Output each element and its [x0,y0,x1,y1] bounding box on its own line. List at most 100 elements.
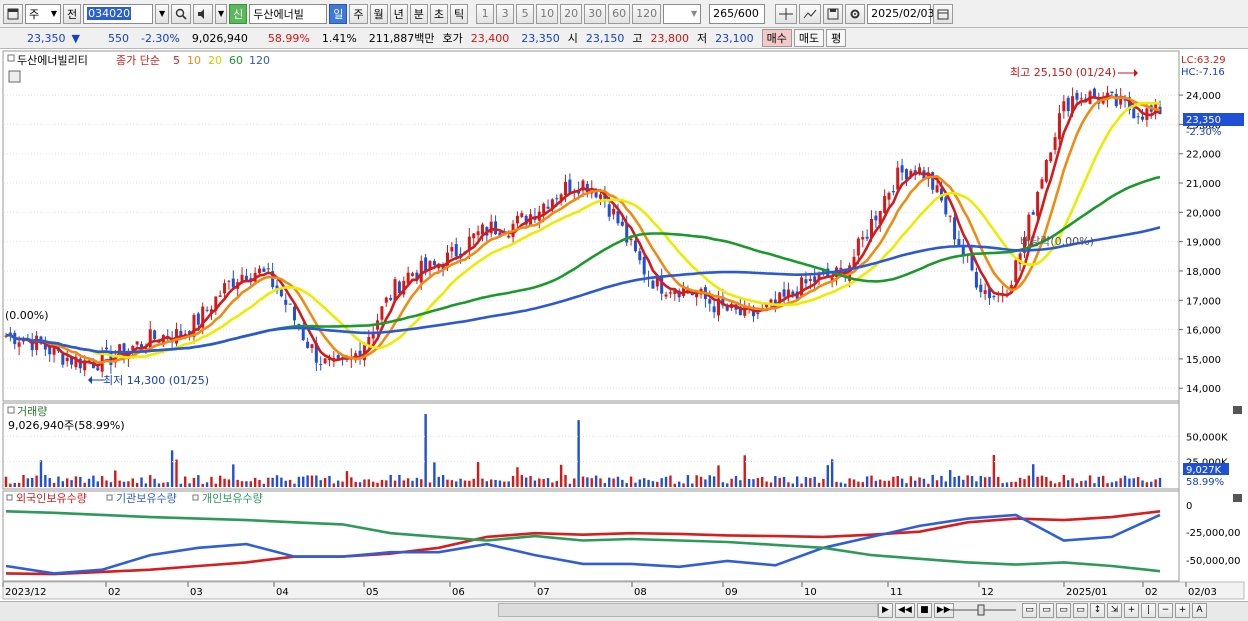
minute-1-button[interactable]: 1 [476,3,495,24]
volume-bar [201,483,204,487]
flat-button[interactable]: 평 [826,29,847,47]
sell-button[interactable]: 매도 [793,29,825,47]
candle-body [629,238,633,241]
scroll-controls: ▶ ◀◀ ■ ▶▶ [878,602,954,618]
speaker-icon[interactable] [193,3,214,24]
candle-body [288,303,292,305]
period-type-select[interactable]: 주 ▼ [25,3,61,24]
save-icon[interactable] [823,3,844,24]
volume-bar [524,477,528,487]
minute-custom-select[interactable]: ▼ [663,3,702,24]
layout-3-icon[interactable]: ▭ [1056,602,1071,618]
volume-bar [74,476,78,487]
candle-body [581,180,585,191]
volume-bar [288,479,292,487]
volume-bar [358,482,362,487]
plus-icon[interactable]: + [1175,602,1190,618]
count-field[interactable]: 265 /600 [709,3,766,24]
volume-bar [61,481,65,487]
stock-code-input[interactable]: 034020 [83,3,154,24]
stop-icon[interactable]: ■ [916,602,932,618]
speaker-dropdown-button[interactable]: ▼ [215,3,228,24]
fit-icon[interactable]: ↕ [1090,602,1105,618]
candle-body [17,342,21,347]
candle-body [773,299,777,305]
price-tick-label: 24,000 [1186,91,1221,102]
holding-panel-close-icon[interactable] [1233,494,1242,502]
minute-30-button[interactable]: 30 [584,3,607,24]
timeframe-second-button[interactable]: 초 [429,3,448,24]
layout-2-icon[interactable]: ▭ [1039,602,1054,618]
volume-bar [625,483,628,487]
window-icon[interactable] [3,3,23,24]
volume-bar [188,483,191,487]
timeframe-minute-button[interactable]: 분 [409,3,428,24]
prev-button[interactable]: 전 [63,3,82,24]
calendar-icon[interactable] [933,3,954,24]
minute-20-button[interactable]: 20 [560,3,583,24]
minute-10-button[interactable]: 10 [536,3,559,24]
candle-body [1136,116,1140,118]
stock-chart[interactable]: 24,00023,00022,00021,00020,00019,00018,0… [0,49,1248,601]
down-arrow-icon: ▼ [71,31,80,45]
layout-1-icon[interactable]: ▭ [1022,602,1037,618]
layout-4-icon[interactable]: ▭ [1073,602,1088,618]
volume-bar [691,483,694,487]
candle-body [935,185,939,193]
volume-panel-close-icon[interactable] [1233,406,1242,414]
timeframe-tick-button[interactable]: 틱 [450,3,469,24]
vertical-icon[interactable]: | [1141,602,1156,618]
buy-button[interactable]: 매수 [761,29,792,47]
stock-code-value: 034020 [87,7,132,20]
scroll-right-icon[interactable]: ▶ [878,602,893,618]
chart-scrollbar[interactable] [498,603,878,617]
volume-bar [1014,481,1017,487]
cross-cursor-icon[interactable] [775,3,798,24]
text-tool-icon[interactable]: A [1192,602,1207,618]
timeframe-day-button[interactable]: 일 [329,3,348,24]
candle-body [35,335,39,350]
minute-3-button[interactable]: 3 [496,3,515,24]
stock-name-field[interactable]: 두산에너빌 [249,3,328,24]
candle-body [393,279,397,301]
volume-bar [17,482,21,487]
minute-120-button[interactable]: 120 [632,3,662,24]
stock-code-dropdown-button[interactable]: ▼ [155,3,170,24]
volume-bar [686,475,690,487]
candle-body [214,296,218,311]
trend-line-icon[interactable] [799,3,822,24]
zoom-slider[interactable] [948,602,1018,618]
price-change-pct: -2.30% [140,31,180,45]
minute-5-button[interactable]: 5 [516,3,535,24]
candle-body [765,304,769,308]
volume-bar [1045,477,1048,487]
candle-body [887,192,891,200]
time-tick-label: 12 [981,587,994,598]
foreign-holding-line [5,510,1161,576]
gear-icon[interactable] [845,3,866,24]
search-icon[interactable] [171,3,192,24]
volume-bar [402,480,405,487]
candle-body [371,332,375,339]
timeframe-week-button[interactable]: 주 [349,3,368,24]
date-input[interactable]: 2025/02/03 [867,3,935,24]
rewind-icon[interactable]: ◀◀ [895,602,915,618]
candle-body [546,206,550,209]
timeframe-year-button[interactable]: 년 [389,3,408,24]
minute-60-button[interactable]: 60 [608,3,631,24]
minus-icon[interactable]: − [1158,602,1173,618]
timeframe-month-button[interactable]: 월 [369,3,388,24]
volume-bar [1036,476,1039,487]
volume-bar [568,483,572,487]
expand-icon[interactable]: ⇲ [1107,602,1122,618]
zoom-in-icon[interactable]: + [1124,602,1139,618]
panel-toggle-icon[interactable] [7,54,15,62]
volume-toggle-icon[interactable] [7,406,15,414]
holding-toggle-icon[interactable] [6,494,13,501]
candle-body [293,306,296,321]
volume-bar [323,477,327,487]
candle-body [948,215,952,217]
quote-bar: 23,350 ▼ 550 -2.30% 9,026,940 58.99% 1.4… [0,28,1248,49]
table-icon[interactable] [8,70,21,83]
signal-badge[interactable]: 신 [229,3,248,24]
